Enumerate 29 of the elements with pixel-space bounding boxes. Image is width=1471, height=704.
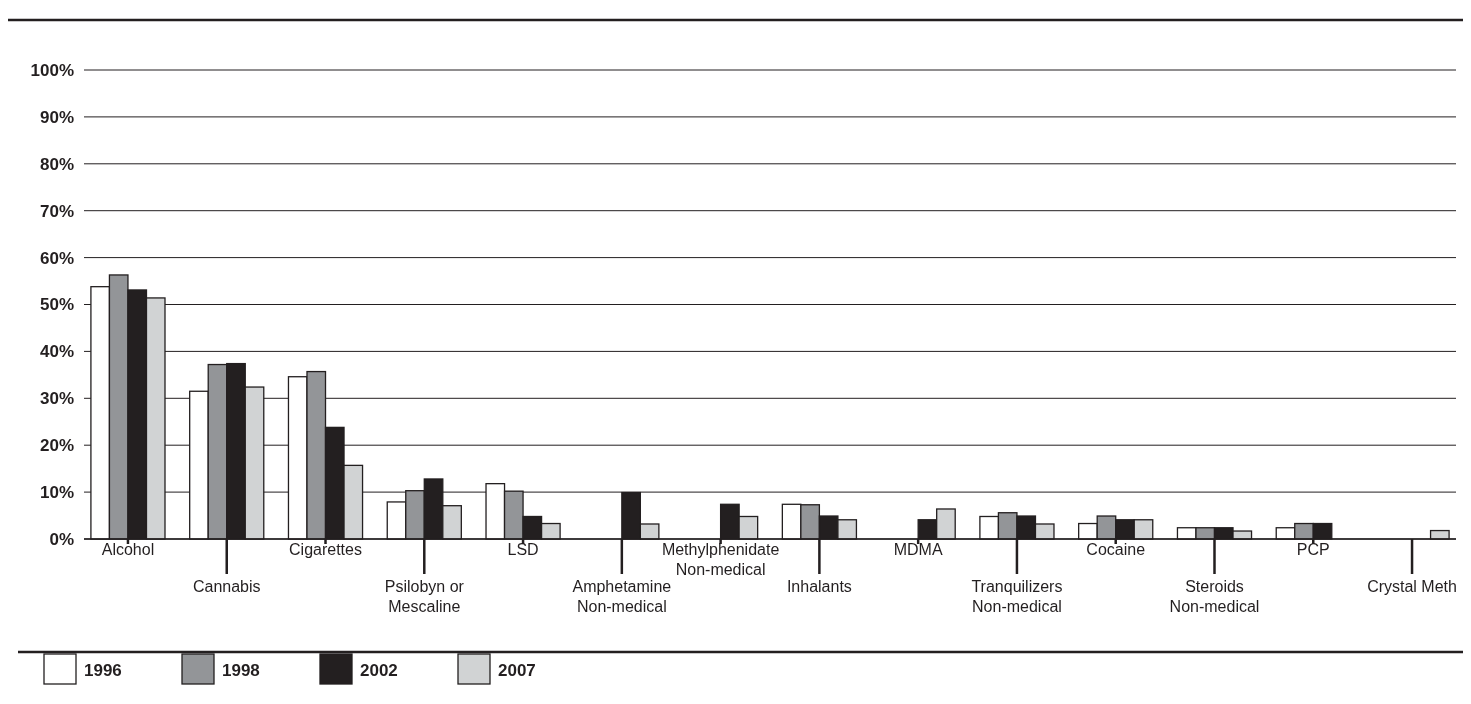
x-tick-label: MDMA (893, 541, 943, 558)
y-tick-label: 100% (30, 60, 74, 80)
y-tick-label: 10% (39, 483, 74, 503)
x-tick-label: Cigarettes (289, 541, 362, 558)
x-tick-label: Alcohol (101, 541, 155, 558)
y-tick-label: 20% (39, 436, 74, 456)
y-tick-label: 90% (39, 107, 74, 127)
y-tick-label: 0% (49, 529, 74, 549)
y-tick-label: 40% (39, 342, 74, 362)
legend-label: 2002 (360, 661, 398, 680)
y-tick-label: 50% (39, 295, 74, 315)
y-tick-label: 30% (39, 389, 74, 409)
y-tick-label: 60% (39, 248, 74, 268)
legend-label: 2007 (498, 661, 536, 680)
y-tick-label: 70% (39, 201, 74, 221)
x-tick-label: PCP (1296, 541, 1330, 558)
x-tick-label: Inhalants (786, 578, 852, 595)
x-tick-label: Cocaine (1086, 541, 1146, 558)
x-tick-label: Tranquilizers Non-medical (971, 578, 1063, 615)
x-tick-label: Steroids Non-medical (1169, 578, 1260, 615)
x-tick-label: Cannabis (192, 578, 261, 595)
x-tick-label: Methylphenidate Non-medical (661, 541, 780, 578)
x-tick-label: LSD (507, 541, 539, 558)
legend-label: 1996 (84, 661, 122, 680)
x-tick-label: Amphetamine Non-medical (572, 578, 672, 615)
legend-label: 1998 (222, 661, 260, 680)
x-tick-label: Crystal Meth (1367, 578, 1457, 595)
y-tick-label: 80% (39, 154, 74, 174)
x-tick-label: Psilobyn or Mescaline (384, 578, 465, 615)
